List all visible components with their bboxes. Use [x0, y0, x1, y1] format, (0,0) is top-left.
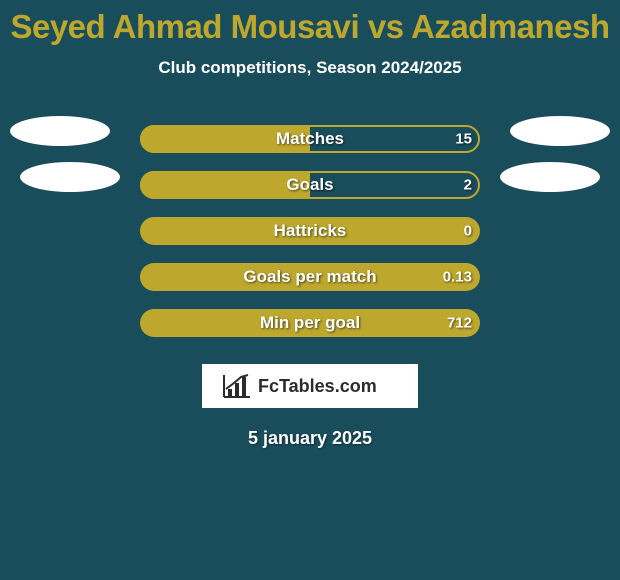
- stat-bar: Hattricks 0: [140, 217, 480, 245]
- stat-value: 0: [464, 223, 472, 240]
- stat-bar: Goals per match 0.13: [140, 263, 480, 291]
- brand-logo: FcTables.com: [220, 371, 400, 401]
- stat-label: Goals: [286, 175, 333, 195]
- stat-row-gpm: Goals per match 0.13: [0, 254, 620, 300]
- stat-label: Goals per match: [243, 267, 376, 287]
- date-text: 5 january 2025: [248, 428, 372, 449]
- subtitle: Club competitions, Season 2024/2025: [158, 58, 461, 78]
- stat-row-matches: Matches 15: [0, 116, 620, 162]
- stat-label: Hattricks: [274, 221, 347, 241]
- brand-text: FcTables.com: [258, 376, 377, 396]
- stat-label: Matches: [276, 129, 344, 149]
- stat-row-goals: Goals 2: [0, 162, 620, 208]
- stat-row-mpg: Min per goal 712: [0, 300, 620, 346]
- stat-value: 712: [447, 315, 472, 332]
- stat-value: 15: [455, 131, 472, 148]
- page-title: Seyed Ahmad Mousavi vs Azadmanesh: [10, 8, 609, 46]
- infographic-container: Seyed Ahmad Mousavi vs Azadmanesh Club c…: [0, 0, 620, 449]
- stat-value: 2: [464, 177, 472, 194]
- stat-label: Min per goal: [260, 313, 360, 333]
- stat-value: 0.13: [443, 269, 472, 286]
- stat-bar: Min per goal 712: [140, 309, 480, 337]
- stat-bar: Matches 15: [140, 125, 480, 153]
- brand-box: FcTables.com: [202, 364, 418, 408]
- chart-icon: [224, 375, 250, 397]
- stat-row-hattricks: Hattricks 0: [0, 208, 620, 254]
- stat-bar-fill: [140, 171, 310, 199]
- stat-bar: Goals 2: [140, 171, 480, 199]
- stats-area: Matches 15 Goals 2 Hattricks 0 Goals per: [0, 116, 620, 346]
